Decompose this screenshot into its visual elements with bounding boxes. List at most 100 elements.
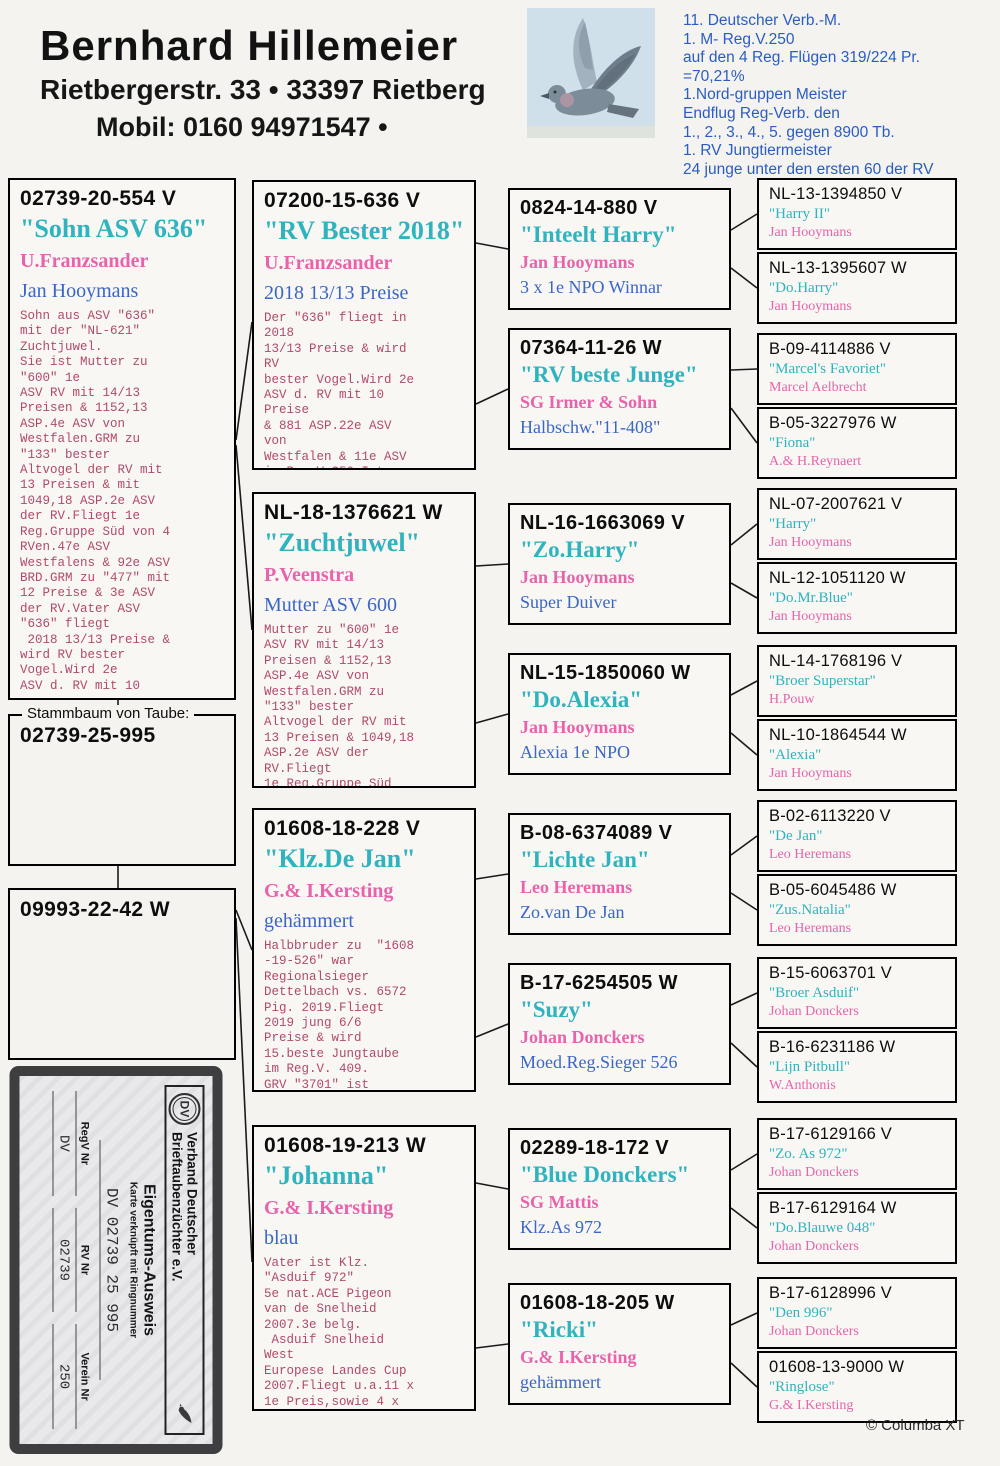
software-credit: © Columba XT: [866, 1417, 965, 1434]
pedigree-box-col2-4: 01608-19-213 W "Johanna" G.& I.Kersting …: [252, 1125, 476, 1411]
ring-number: 02739-20-554 V: [20, 187, 177, 210]
pedigree-box-father: 02739-20-554 V "Sohn ASV 636" U.Franzsan…: [8, 178, 236, 700]
info-line: Klz.As 972: [520, 1217, 602, 1237]
bird-name: "Broer Superstar": [769, 673, 876, 689]
card-field-regv: RegV Nr DV: [52, 1091, 90, 1196]
info-line: gehämmert: [520, 1372, 601, 1392]
card-ring-number: DV 02739 25 995: [99, 1140, 120, 1380]
info-line: Halbschw."11-408": [520, 417, 661, 437]
breeder-name: U.Franzsander: [20, 250, 149, 272]
bird-name: "RV beste Junge": [520, 362, 698, 387]
ring-number: 02289-18-172 V: [520, 1137, 670, 1159]
breeder-name: G.& I.Kersting: [264, 880, 394, 902]
card-subtitle: Karte verknüpft mit Ringnummer: [127, 1181, 138, 1339]
ring-number: NL-07-2007621 V: [769, 495, 903, 513]
pedigree-box-col3-2: 07364-11-26 W "RV beste Junge" SG Irmer …: [508, 328, 731, 450]
ring-number: 01608-18-205 W: [520, 1292, 675, 1314]
bird-name: "Klz.De Jan": [264, 844, 416, 873]
ring-number: B-17-6254505 W: [520, 972, 678, 994]
ring-number: B-17-6129164 W: [769, 1199, 897, 1217]
pedigree-box-col4-1: NL-13-1394850 V "Harry II" Jan Hooymans: [757, 178, 957, 250]
pedigree-box-col4-14: B-17-6129164 W "Do.Blauwe 048" Johan Don…: [757, 1192, 957, 1264]
bird-name: "Sohn ASV 636": [20, 214, 208, 243]
breeder-name: A.& H.Reynaert: [769, 454, 862, 469]
organization-line1: Verband Deutscher: [184, 1132, 199, 1256]
bird-name: "Inteelt Harry": [520, 222, 677, 247]
breeder-name: Jan Hooymans: [520, 717, 635, 737]
pedigree-box-col4-9: B-02-6113220 V "De Jan" Leo Heremans: [757, 800, 957, 872]
pedigree-box-col3-7: 02289-18-172 V "Blue Donckers" SG Mattis…: [508, 1128, 731, 1250]
info-line: blau: [264, 1227, 299, 1249]
ring-number: NL-10-1864544 W: [769, 726, 907, 744]
info-line: gehämmert: [264, 910, 354, 932]
info-line: Alexia 1e NPO: [520, 742, 630, 762]
bird-name: "De Jan": [769, 828, 823, 844]
field-value: 250: [52, 1324, 71, 1429]
field-label: RV Nr: [75, 1207, 90, 1313]
card-field-verein: Verein Nr 250: [52, 1324, 90, 1429]
card-title: Eigentums-Ausweis: [140, 1183, 157, 1337]
pedigree-box-col4-2: NL-13-1395607 W "Do.Harry" Jan Hooymans: [757, 252, 957, 324]
bird-name: "Alexia": [769, 747, 822, 763]
breeder-name: Johan Donckers: [769, 1004, 859, 1019]
owner-mobile: Mobil: 0160 94971547 •: [96, 112, 388, 142]
subject-label: Stammbaum von Taube:: [22, 705, 195, 722]
bird-name: "Den 996": [769, 1305, 833, 1321]
pedigree-box-col4-11: B-15-6063701 V "Broer Asduif" Johan Donc…: [757, 957, 957, 1029]
bird-name: "Marcel's Favoriet": [769, 361, 886, 377]
pedigree-box-col4-13: B-17-6129166 V "Zo. As 972" Johan Doncke…: [757, 1118, 957, 1190]
ring-number: B-15-6063701 V: [769, 964, 892, 982]
info-line: Super Duiver: [520, 592, 617, 612]
ring-number: B-17-6129166 V: [769, 1125, 892, 1143]
ring-number: 07364-11-26 W: [520, 337, 662, 359]
info-line: Jan Hooymans: [20, 280, 139, 302]
field-label: Verein Nr: [75, 1324, 90, 1429]
bird-name: "Zuchtjuwel": [264, 528, 420, 557]
bird-name: "Ricki": [520, 1317, 598, 1342]
pedigree-box-col2-2: NL-18-1376621 W "Zuchtjuwel" P.Veenstra …: [252, 492, 476, 788]
field-label: RegV Nr: [75, 1091, 90, 1196]
bird-name: "Zus.Natalia": [769, 902, 851, 918]
ring-number: 0824-14-880 V: [520, 197, 658, 219]
pedigree-box-col4-7: NL-14-1768196 V "Broer Superstar" H.Pouw: [757, 645, 957, 717]
breeder-name: Johan Donckers: [520, 1027, 645, 1047]
ring-number: B-02-6113220 V: [769, 807, 891, 825]
breeder-name: G.& I.Kersting: [264, 1197, 394, 1219]
ring-number: NL-18-1376621 W: [264, 501, 443, 524]
breeder-name: U.Franzsander: [264, 252, 393, 274]
ownership-card: DV Verband Deutscher Brieftaubenzüchter …: [9, 1066, 222, 1454]
bird-name: "Do.Mr.Blue": [769, 590, 853, 606]
breeder-name: G.& I.Kersting: [769, 1398, 854, 1413]
ring-number: 01608-18-228 V: [264, 817, 421, 840]
field-value: DV: [52, 1091, 71, 1196]
subject-ring: 02739-25-995: [20, 724, 156, 747]
bird-name: "Harry II": [769, 206, 830, 222]
ring-number: 01608-19-213 W: [264, 1134, 427, 1157]
achievement-line: auf den 4 Reg. Flügen 319/224 Pr. =70,21…: [683, 49, 920, 85]
breeder-name: Johan Donckers: [769, 1324, 859, 1339]
achievements-list: 11. Deutscher Verb.-M. 1. M- Reg.V.250 a…: [683, 12, 983, 179]
pigeon-stamp-icon: [178, 1403, 191, 1423]
bird-name: "Blue Donckers": [520, 1162, 690, 1187]
pedigree-box-col4-12: B-16-6231186 W "Lijn Pitbull" W.Anthonis: [757, 1031, 957, 1103]
bird-name: "Fiona": [769, 435, 816, 451]
breeder-name: Jan Hooymans: [769, 766, 852, 781]
ring-number: NL-13-1395607 W: [769, 259, 907, 277]
ring-number: 07200-15-636 V: [264, 189, 421, 212]
bird-name: "Ringlose": [769, 1379, 835, 1395]
bird-name: "Harry": [769, 516, 817, 532]
bird-name: "Do.Harry": [769, 280, 839, 296]
ring-number: B-05-6045486 W: [769, 881, 897, 899]
ring-number: B-17-6128996 V: [769, 1284, 892, 1302]
owner-address: Rietbergerstr. 33 • 33397 Rietberg: [40, 74, 486, 105]
ring-number: NL-14-1768196 V: [769, 652, 903, 670]
pedigree-box-col4-6: NL-12-1051120 W "Do.Mr.Blue" Jan Hooyman…: [757, 562, 957, 634]
field-value: 02739: [52, 1207, 71, 1313]
breeder-name: W.Anthonis: [769, 1078, 836, 1093]
pedigree-box-col4-5: NL-07-2007621 V "Harry" Jan Hooymans: [757, 488, 957, 560]
breeder-name: Jan Hooymans: [520, 252, 635, 272]
bird-name: "Broer Asduif": [769, 985, 860, 1001]
achievement-line: 24 junge unter den ersten 60 der RV: [683, 160, 934, 178]
ring-number: B-09-4114886 V: [769, 340, 891, 358]
